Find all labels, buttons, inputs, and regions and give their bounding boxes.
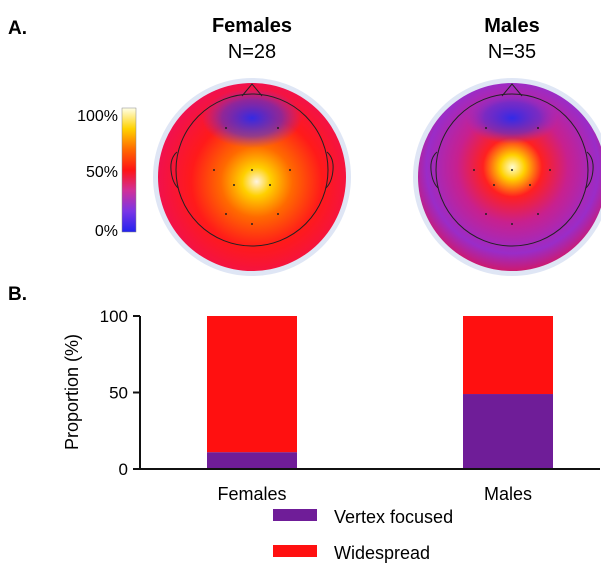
group-title: Females bbox=[212, 15, 292, 37]
y-axis-label: Proportion (%) bbox=[62, 334, 82, 450]
x-tick-label: Males bbox=[484, 484, 532, 504]
colorbar-tick-min: 0% bbox=[95, 223, 118, 240]
electrode-dots bbox=[473, 127, 551, 225]
colorbar-tick-mid: 50% bbox=[86, 164, 118, 181]
group-title: Males bbox=[484, 15, 540, 37]
panel-b-label: B. bbox=[8, 284, 27, 305]
electrode-dots bbox=[213, 127, 291, 225]
y-tick-label: 100 bbox=[100, 307, 128, 326]
colorbar-tick-max: 100% bbox=[77, 108, 118, 125]
bars bbox=[207, 316, 553, 469]
bar-segment-vertex-focused bbox=[463, 394, 553, 469]
colorbar: 100% 50% 0% bbox=[77, 107, 137, 240]
topomap-males bbox=[413, 78, 601, 276]
group-n-label: N=28 bbox=[228, 41, 276, 63]
bar-segment-widespread bbox=[207, 316, 297, 453]
x-tick-label: Females bbox=[217, 484, 286, 504]
y-axis: 0 50 100 bbox=[100, 307, 141, 479]
topomap-females bbox=[153, 78, 351, 276]
y-tick-label: 50 bbox=[109, 384, 128, 403]
legend-swatch bbox=[273, 545, 317, 557]
legend-label: Vertex focused bbox=[334, 507, 453, 527]
legend: Vertex focused Widespread bbox=[273, 507, 453, 563]
panel-a-label: A. bbox=[8, 18, 27, 39]
head-outline bbox=[170, 83, 334, 247]
y-tick-label: 0 bbox=[119, 460, 128, 479]
group-males-header: Males N=35 bbox=[484, 15, 540, 63]
head-outline bbox=[430, 83, 594, 247]
group-females-header: Females N=28 bbox=[212, 15, 292, 63]
group-n-label: N=35 bbox=[488, 41, 536, 63]
topomap-field bbox=[158, 83, 346, 271]
colorbar-gradient bbox=[121, 107, 137, 233]
x-axis: Females Males bbox=[139, 468, 600, 504]
legend-label: Widespread bbox=[334, 543, 430, 563]
bar-segment-widespread bbox=[463, 316, 553, 395]
legend-swatch bbox=[273, 509, 317, 521]
topomap-field bbox=[418, 83, 601, 271]
bar-chart: Proportion (%) 0 50 100 Females Males Verte… bbox=[62, 307, 600, 563]
bar-segment-vertex-focused bbox=[207, 452, 297, 469]
